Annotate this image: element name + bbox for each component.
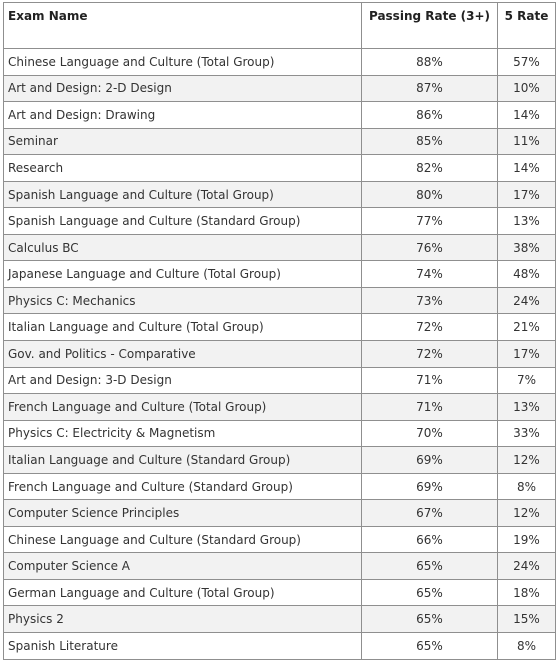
five-rate-cell: 12%	[497, 446, 556, 474]
five-rate-cell: 8%	[497, 472, 556, 501]
five-rate-cell: 8%	[497, 632, 556, 660]
table-row: Calculus BC 76% 38%	[3, 233, 556, 262]
table-row: Spanish Literature 65% 8%	[3, 632, 556, 660]
five-rate-cell: 10%	[497, 74, 556, 103]
exam-name-cell: Physics 2	[3, 605, 362, 634]
passing-rate-cell: 66%	[361, 525, 498, 554]
exam-name-cell: Chinese Language and Culture (Standard G…	[3, 525, 362, 554]
exam-pass-rate-table: Exam Name Passing Rate (3+) 5 Rate Chine…	[3, 2, 556, 660]
five-rate-cell: 38%	[497, 233, 556, 262]
five-rate-cell: 12%	[497, 499, 556, 527]
passing-rate-cell: 82%	[361, 154, 498, 182]
table-row: Art and Design: 3-D Design 71% 7%	[3, 366, 556, 395]
passing-rate-cell: 76%	[361, 233, 498, 262]
exam-name-cell: Research	[3, 154, 362, 182]
table-row: Seminar 85% 11%	[3, 127, 556, 156]
table-row: Spanish Language and Culture (Total Grou…	[3, 180, 556, 209]
passing-rate-cell: 74%	[361, 260, 498, 288]
table-row: Italian Language and Culture (Standard G…	[3, 446, 556, 474]
exam-name-cell: Computer Science A	[3, 552, 362, 580]
passing-rate-cell: 65%	[361, 552, 498, 580]
five-rate-cell: 33%	[497, 419, 556, 448]
passing-rate-cell: 77%	[361, 207, 498, 235]
passing-rate-cell: 69%	[361, 446, 498, 474]
header-row: Exam Name Passing Rate (3+) 5 Rate	[3, 2, 556, 49]
table-row: Research 82% 14%	[3, 154, 556, 182]
exam-name-cell: Art and Design: 3-D Design	[3, 366, 362, 395]
header-five-rate: 5 Rate	[497, 2, 556, 49]
exam-name-cell: Computer Science Principles	[3, 499, 362, 527]
exam-name-cell: Calculus BC	[3, 233, 362, 262]
passing-rate-cell: 73%	[361, 286, 498, 315]
passing-rate-cell: 72%	[361, 340, 498, 368]
table-row: Physics C: Mechanics 73% 24%	[3, 286, 556, 315]
exam-name-cell: Physics C: Electricity & Magnetism	[3, 419, 362, 448]
five-rate-cell: 21%	[497, 313, 556, 342]
table-row: Art and Design: Drawing 86% 14%	[3, 101, 556, 129]
passing-rate-cell: 87%	[361, 74, 498, 103]
passing-rate-cell: 80%	[361, 180, 498, 209]
passing-rate-cell: 69%	[361, 472, 498, 501]
passing-rate-cell: 86%	[361, 101, 498, 129]
exam-name-cell: Italian Language and Culture (Total Grou…	[3, 313, 362, 342]
table-row: Chinese Language and Culture (Standard G…	[3, 525, 556, 554]
exam-name-cell: Seminar	[3, 127, 362, 156]
five-rate-cell: 24%	[497, 286, 556, 315]
five-rate-cell: 13%	[497, 393, 556, 421]
five-rate-cell: 14%	[497, 101, 556, 129]
five-rate-cell: 17%	[497, 340, 556, 368]
exam-name-cell: Spanish Literature	[3, 632, 362, 660]
five-rate-cell: 19%	[497, 525, 556, 554]
table-row: Japanese Language and Culture (Total Gro…	[3, 260, 556, 288]
five-rate-cell: 14%	[497, 154, 556, 182]
exam-name-cell: Art and Design: Drawing	[3, 101, 362, 129]
five-rate-cell: 24%	[497, 552, 556, 580]
table-row: Physics 2 65% 15%	[3, 605, 556, 634]
five-rate-cell: 11%	[497, 127, 556, 156]
table-row: German Language and Culture (Total Group…	[3, 578, 556, 607]
table-body: Chinese Language and Culture (Total Grou…	[3, 48, 556, 660]
table-row: French Language and Culture (Standard Gr…	[3, 472, 556, 501]
passing-rate-cell: 85%	[361, 127, 498, 156]
exam-name-cell: Art and Design: 2-D Design	[3, 74, 362, 103]
table-row: Gov. and Politics - Comparative 72% 17%	[3, 340, 556, 368]
passing-rate-cell: 72%	[361, 313, 498, 342]
passing-rate-cell: 71%	[361, 393, 498, 421]
passing-rate-cell: 88%	[361, 48, 498, 76]
exam-name-cell: Chinese Language and Culture (Total Grou…	[3, 48, 362, 76]
five-rate-cell: 17%	[497, 180, 556, 209]
passing-rate-cell: 70%	[361, 419, 498, 448]
table-row: Art and Design: 2-D Design 87% 10%	[3, 74, 556, 103]
exam-name-cell: Italian Language and Culture (Standard G…	[3, 446, 362, 474]
exam-name-cell: Spanish Language and Culture (Total Grou…	[3, 180, 362, 209]
table-row: Chinese Language and Culture (Total Grou…	[3, 48, 556, 76]
passing-rate-cell: 65%	[361, 578, 498, 607]
header-passing-rate: Passing Rate (3+)	[361, 2, 498, 49]
exam-name-cell: Spanish Language and Culture (Standard G…	[3, 207, 362, 235]
passing-rate-cell: 65%	[361, 632, 498, 660]
passing-rate-cell: 67%	[361, 499, 498, 527]
table-header: Exam Name Passing Rate (3+) 5 Rate	[3, 2, 556, 49]
exam-name-cell: Physics C: Mechanics	[3, 286, 362, 315]
five-rate-cell: 13%	[497, 207, 556, 235]
passing-rate-cell: 71%	[361, 366, 498, 395]
passing-rate-cell: 65%	[361, 605, 498, 634]
exam-name-cell: Japanese Language and Culture (Total Gro…	[3, 260, 362, 288]
table-row: Computer Science Principles 67% 12%	[3, 499, 556, 527]
table-row: French Language and Culture (Total Group…	[3, 393, 556, 421]
table-row: Italian Language and Culture (Total Grou…	[3, 313, 556, 342]
table-row: Physics C: Electricity & Magnetism 70% 33%	[3, 419, 556, 448]
table-row: Spanish Language and Culture (Standard G…	[3, 207, 556, 235]
table-row: Computer Science A 65% 24%	[3, 552, 556, 580]
exam-name-cell: German Language and Culture (Total Group…	[3, 578, 362, 607]
five-rate-cell: 57%	[497, 48, 556, 76]
exam-name-cell: French Language and Culture (Total Group…	[3, 393, 362, 421]
exam-name-cell: French Language and Culture (Standard Gr…	[3, 472, 362, 501]
five-rate-cell: 48%	[497, 260, 556, 288]
five-rate-cell: 15%	[497, 605, 556, 634]
five-rate-cell: 7%	[497, 366, 556, 395]
five-rate-cell: 18%	[497, 578, 556, 607]
exam-name-cell: Gov. and Politics - Comparative	[3, 340, 362, 368]
header-exam-name: Exam Name	[3, 2, 362, 49]
